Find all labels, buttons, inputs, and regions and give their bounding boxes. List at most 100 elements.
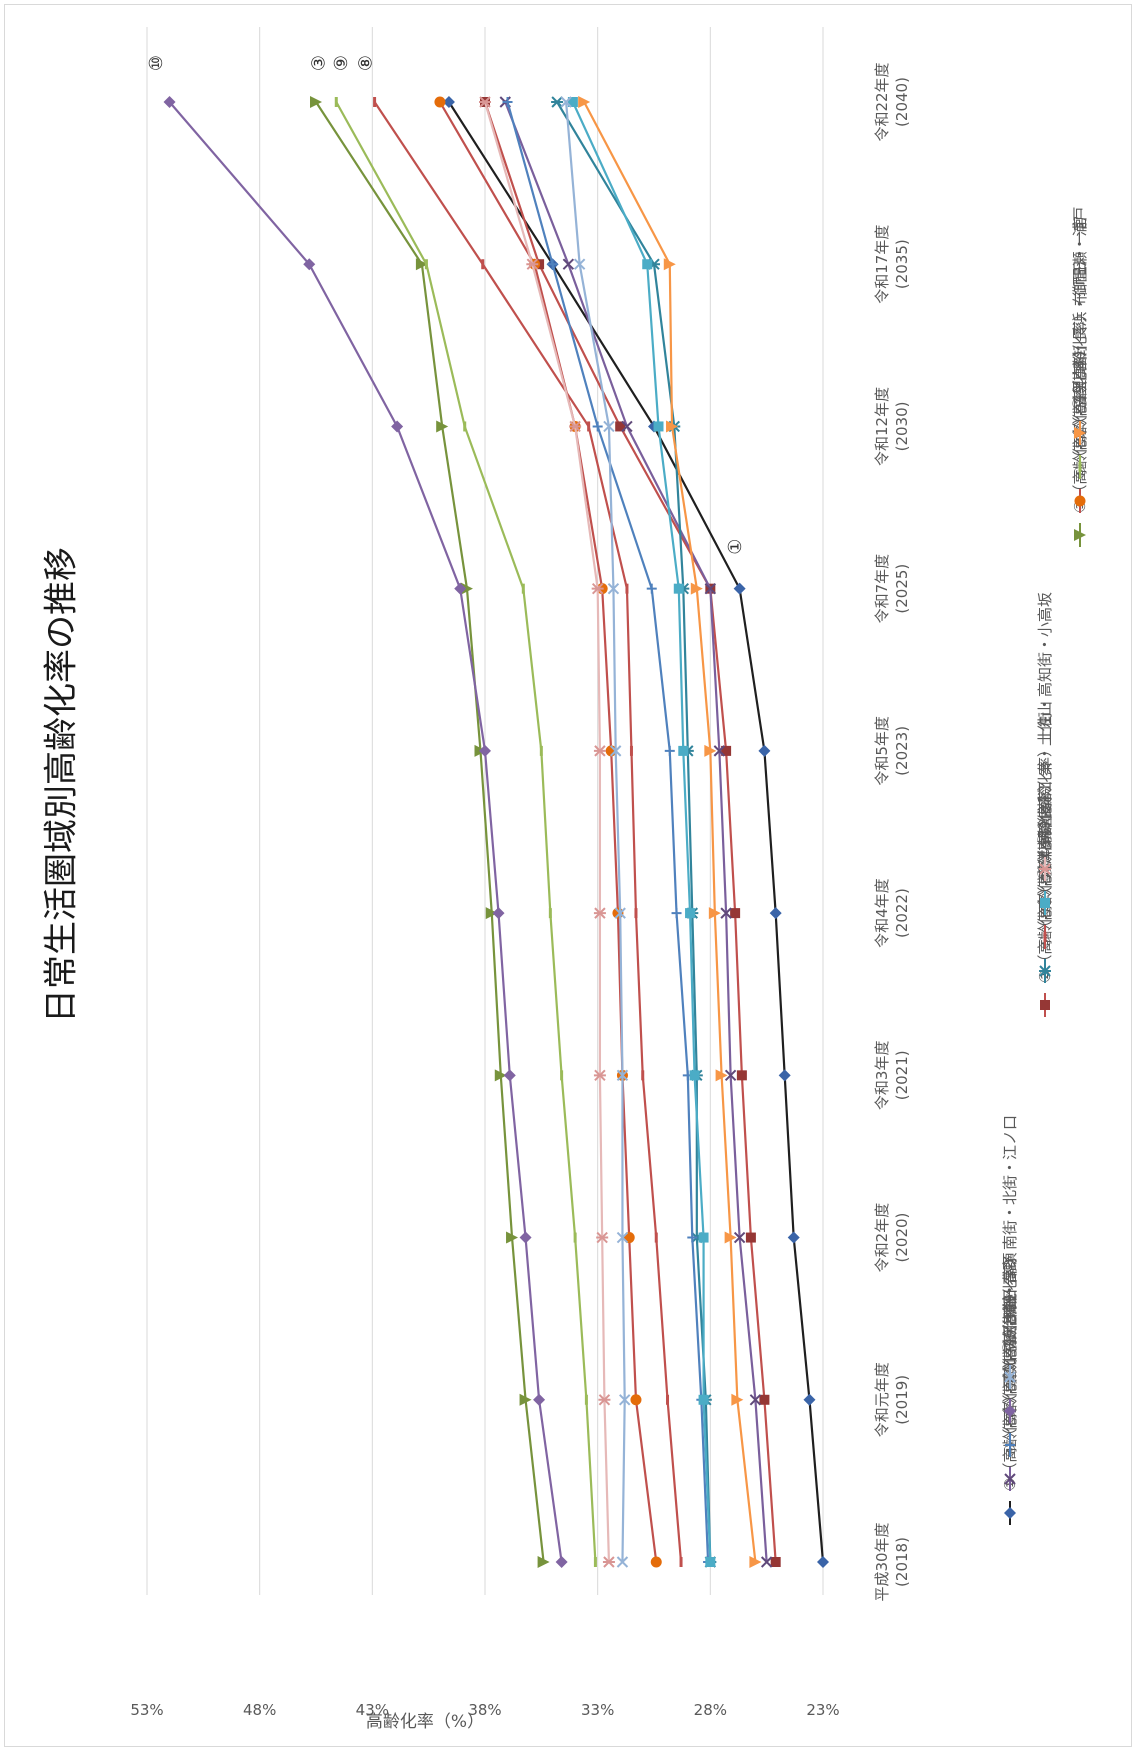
annotation-label: ③ (308, 55, 329, 71)
series-12 (578, 96, 762, 1568)
series-layer (163, 96, 829, 1568)
y-tick-label: 33% (581, 1701, 614, 1719)
series-14 (479, 96, 615, 1568)
data-point (602, 1556, 615, 1568)
series-line (556, 101, 712, 1563)
legend-swatch-marker (1040, 898, 1050, 908)
data-point (537, 1556, 550, 1568)
data-point (521, 583, 525, 594)
legend-item: ⑤（高齢化率）朝倉 (1036, 816, 1054, 983)
data-point (479, 96, 491, 108)
category-label: 令和2年度 (2020) (873, 1203, 911, 1273)
data-point (736, 1070, 747, 1081)
data-point (625, 583, 629, 594)
legend-label: ⑧（高齢化率）潮江 (1036, 782, 1054, 915)
data-point (460, 582, 473, 595)
data-point (519, 1393, 532, 1406)
data-point (724, 1069, 737, 1082)
category-label-line2: (2018) (893, 1537, 911, 1587)
category-label-line2: (2022) (893, 888, 911, 938)
data-point (678, 745, 689, 756)
category-label-line1: 令和4年度 (873, 878, 891, 948)
data-point (653, 421, 664, 432)
data-point (724, 1231, 737, 1244)
data-point (593, 907, 606, 919)
series-line (483, 101, 611, 1563)
category-label: 令和5年度 (2023) (873, 716, 911, 786)
series-line (483, 101, 777, 1563)
series-3 (310, 96, 550, 1568)
series-8 (373, 97, 683, 1567)
data-point (671, 908, 682, 919)
series-13 (560, 96, 631, 1568)
series-line (506, 101, 710, 1563)
y-tick-label: 53% (130, 1701, 163, 1719)
legend-item: ⑩（高齢化率）春野 (1001, 1256, 1019, 1423)
data-point (163, 96, 176, 108)
legend-swatch-marker (1004, 1507, 1016, 1519)
data-point (770, 1557, 781, 1567)
data-point (481, 259, 485, 270)
chart-frame: 23% 28% 33% 38% 43% 48% 53% 平成30年度 (2018) 令和元年度(… (4, 4, 1132, 1747)
data-point (720, 907, 732, 919)
data-point (618, 1394, 631, 1406)
data-point (629, 745, 633, 756)
data-point (310, 96, 322, 108)
category-label-line2: (2025) (893, 564, 911, 614)
category-label-line2: (2040) (893, 77, 911, 127)
data-point (593, 745, 606, 757)
category-label-line2: (2030) (893, 401, 911, 451)
gridlines (146, 27, 824, 1595)
series-line (335, 101, 597, 1563)
data-point (731, 1393, 744, 1406)
category-label-line1: 令和17年度 (873, 225, 891, 304)
legend-swatch-marker (1074, 529, 1086, 541)
category-label-line1: 令和2年度 (873, 1203, 891, 1273)
data-point (666, 420, 679, 433)
legend-swatch-marker (1004, 1371, 1016, 1383)
data-point (562, 258, 575, 270)
legend-swatch-marker (1078, 462, 1082, 472)
legend-swatch-marker (1040, 1000, 1050, 1010)
data-point (593, 1069, 606, 1082)
data-point (666, 1394, 670, 1405)
series-line (373, 101, 683, 1563)
data-point (548, 908, 552, 919)
category-label: 令和4年度 (2022) (873, 878, 911, 948)
data-point (749, 1394, 762, 1406)
data-point (705, 1557, 716, 1567)
legend-item: ⑧（高齢化率）潮江 (1036, 782, 1054, 949)
data-point (673, 583, 684, 594)
data-point (685, 908, 696, 919)
data-point (415, 258, 428, 271)
data-point (654, 1232, 658, 1243)
line-chart: 23%28%33%38%43%48%53% 平成30年度 (2018)令和元年度(… (42, 27, 1089, 1732)
data-point (663, 258, 676, 271)
data-point (573, 1232, 577, 1243)
legend-swatch-marker (1005, 1440, 1015, 1450)
data-point (615, 421, 626, 432)
y-tick-label: 48% (243, 1701, 276, 1719)
data-point (334, 97, 338, 107)
data-point (690, 582, 703, 595)
data-point (547, 259, 558, 270)
data-point (555, 1556, 568, 1568)
legend-label: ③（高齢化率）三里 (1071, 380, 1089, 513)
series-line (583, 101, 757, 1563)
data-point (533, 1393, 546, 1406)
data-point (646, 583, 657, 594)
annotation-label: ⑧ (356, 55, 377, 71)
legend-swatch-marker (1043, 932, 1047, 942)
data-point (485, 907, 498, 920)
data-point (551, 96, 564, 108)
legend-label: ⑤（高齢化率）朝倉 (1036, 816, 1054, 949)
y-axis-label: 高齢化率（%） (366, 1712, 484, 1732)
data-point (479, 744, 491, 757)
legend-swatch-marker (1004, 1473, 1016, 1485)
legend-item: ⑥（高齢化率）旭街 (1071, 346, 1089, 513)
category-label: 令和元年度 (2019) (873, 1362, 911, 1437)
annotation-label: ① (725, 539, 746, 555)
y-tick-labels: 23% 28% 33% 38% 43% 48% 53% (130, 1701, 839, 1719)
data-point (434, 96, 446, 108)
data-point (641, 1070, 645, 1081)
